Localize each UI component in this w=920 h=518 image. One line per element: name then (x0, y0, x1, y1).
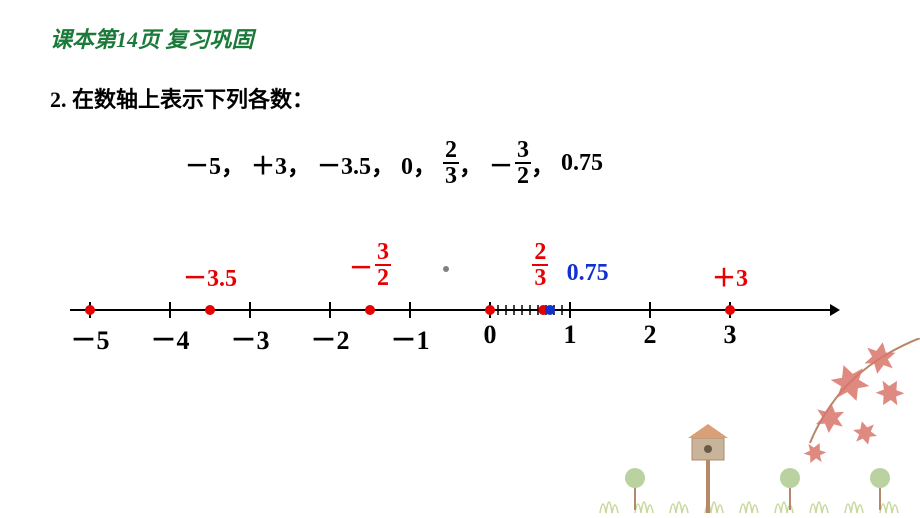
axis-tick-label: －2 (310, 320, 349, 357)
axis-tick-label: 1 (564, 320, 577, 350)
axis-tick-label: －1 (390, 320, 429, 357)
axis-annotation: 0.75 (567, 260, 609, 287)
number-item: －5， (185, 146, 245, 181)
number-line-diagram: －5－4－3－2－10123 －3.5－32230.75＋3 (70, 220, 850, 370)
axis-tick-label: 0 (484, 320, 497, 350)
number-item: －3.5， (317, 146, 395, 181)
axis-annotation: 23 (532, 240, 548, 290)
pointer-dot (443, 266, 449, 272)
axis-tick-label: 2 (644, 320, 657, 350)
question-text: 在数轴上表示下列各数： (72, 87, 314, 112)
page-header: 课本第14页 复习巩固 (50, 22, 254, 54)
header-pagenum: 14 (116, 27, 138, 52)
axis-tick-label: －4 (150, 320, 189, 357)
number-list: －5，＋3，－3.5，0，23 ，－32 ，0.75 (185, 138, 609, 188)
header-suffix: 页 复习巩固 (138, 27, 254, 52)
axis-tick-label: 3 (724, 320, 737, 350)
question-num: 2. (50, 87, 67, 112)
number-item: 0.75 (561, 150, 603, 177)
axis-annotation: －32 (349, 240, 391, 290)
axis-tick-label: －5 (70, 320, 109, 357)
axis-tick-label: －3 (230, 320, 269, 357)
axis-annotation: －3.5 (183, 258, 237, 293)
number-item: ＋3， (251, 146, 311, 181)
axis-annotation: ＋3 (712, 258, 748, 293)
header-prefix: 课本第 (50, 27, 116, 52)
number-item: 0， (401, 146, 437, 181)
question-line: 2. 在数轴上表示下列各数： (50, 82, 314, 114)
number-item-fraction: 23 ， (443, 138, 483, 188)
number-item-fraction: －32 ， (489, 138, 555, 188)
